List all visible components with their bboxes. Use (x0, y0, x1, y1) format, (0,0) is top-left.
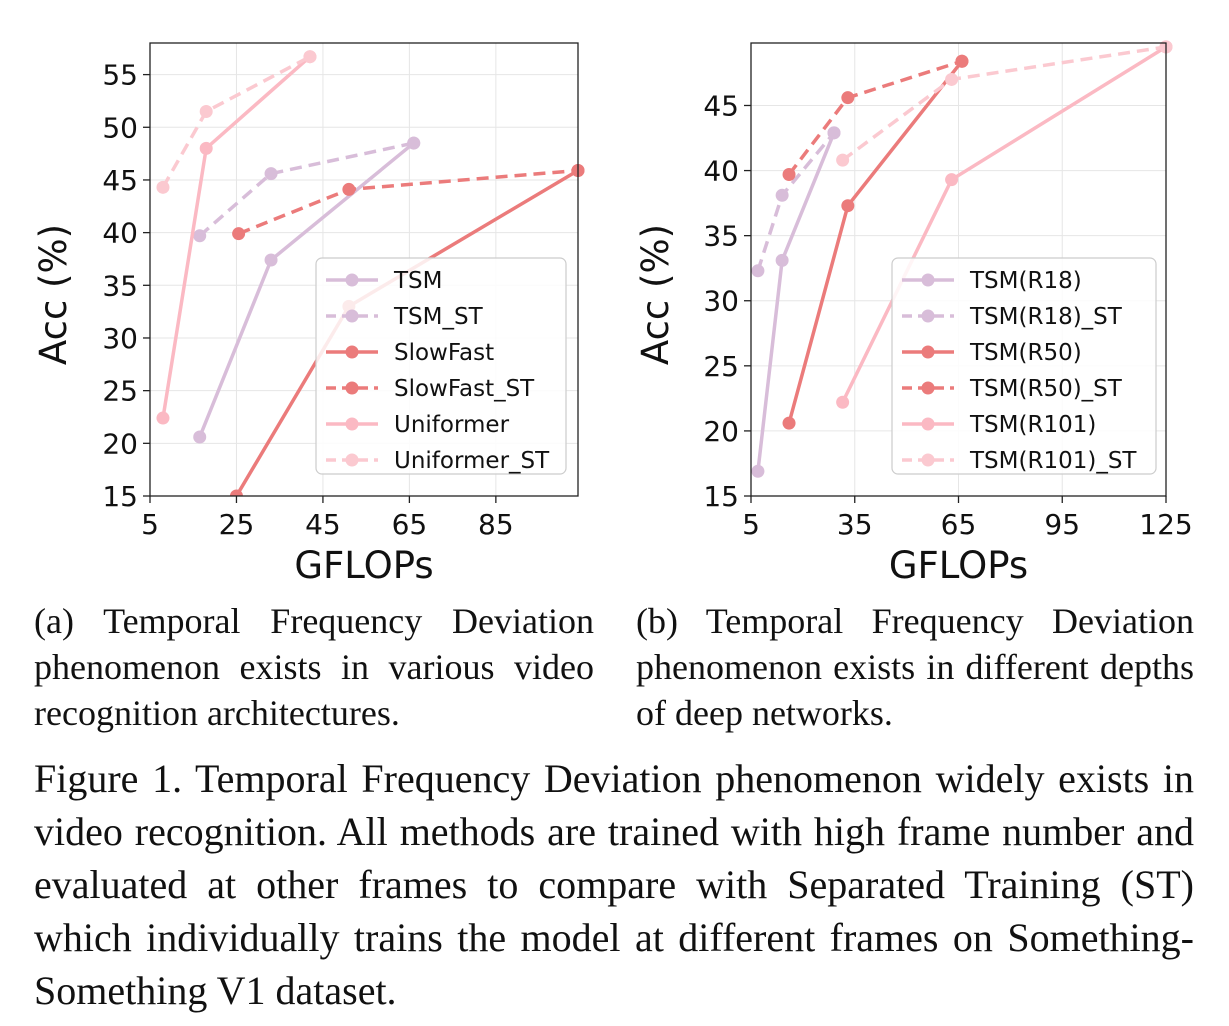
x-tick-label: 35 (837, 508, 873, 541)
x-axis-label: GFLOPs (294, 544, 433, 587)
y-axis-label: Acc (%) (32, 224, 75, 365)
legend-box (315, 257, 567, 475)
legend-marker (921, 417, 935, 431)
y-tick-label: 35 (703, 220, 739, 253)
y-tick-label: 45 (102, 164, 138, 197)
y-tick-label: 45 (703, 89, 739, 122)
plot-frame (149, 42, 579, 497)
legend-marker (345, 381, 359, 395)
x-tick-label: 5 (742, 508, 760, 541)
series-line (756, 131, 836, 272)
data-point (945, 173, 959, 187)
y-tick-label: 55 (102, 59, 138, 92)
data-point (945, 72, 959, 86)
x-tick-label: 5 (141, 508, 159, 541)
legend-marker (345, 453, 359, 467)
data-point (232, 227, 246, 241)
data-point (775, 253, 789, 267)
x-tick-label: 45 (305, 508, 341, 541)
y-tick-label: 15 (703, 480, 739, 513)
legend-label: TSM(R50)_ST (969, 376, 1123, 402)
data-point (841, 199, 855, 213)
x-tick-label: 95 (1044, 508, 1080, 541)
data-point (827, 126, 841, 140)
data-point (836, 395, 850, 409)
data-point (193, 229, 207, 243)
data-point (264, 167, 278, 181)
x-tick-label: 65 (392, 508, 428, 541)
legend-marker (345, 417, 359, 431)
data-point (955, 54, 969, 68)
subcaption-b: (b) Temporal Frequency Deviation phenome… (636, 601, 1194, 733)
data-point (264, 253, 278, 267)
legend-marker (921, 453, 935, 467)
legend-marker (345, 273, 359, 287)
y-tick-label: 40 (102, 217, 138, 250)
y-tick-label: 50 (102, 111, 138, 144)
y-axis-label: Acc (%) (634, 224, 677, 365)
legend-box (891, 257, 1157, 475)
series-line (787, 59, 963, 176)
legend-marker (921, 309, 935, 323)
y-tick-label: 30 (703, 285, 739, 318)
data-point (782, 416, 796, 430)
x-tick-label: 125 (1139, 508, 1192, 541)
chart-panel-b: 5 35 65 95 125 15 20 25 30 35 40 45 GFLOPs Acc (%) TSM… (634, 40, 1193, 587)
data-point (229, 489, 243, 496)
legend-label: TSM (393, 268, 443, 294)
y-tick-label: 40 (703, 155, 739, 188)
data-point (156, 411, 170, 425)
y-tick-label: 30 (102, 322, 138, 355)
legend-label: SlowFast_ST (394, 376, 535, 402)
y-tick-label: 25 (703, 350, 739, 383)
x-tick-label: 25 (219, 508, 255, 541)
subcaption-a: (a) Temporal Frequency Deviation phenome… (34, 601, 594, 733)
data-point (156, 180, 170, 194)
data-point (775, 188, 789, 202)
data-point (407, 136, 421, 150)
data-point (342, 182, 356, 196)
legend-label: Uniformer_ST (394, 448, 550, 474)
data-point (751, 464, 765, 478)
x-axis-label: GFLOPs (889, 544, 1028, 587)
legend-label: TSM(R101) (969, 412, 1096, 438)
y-tick-label: 20 (102, 427, 138, 460)
data-point (751, 264, 765, 278)
chart-panel-a: 5 25 45 65 85 15 20 25 30 35 40 45 50 55 GFLOPs Acc (%)… (32, 42, 585, 587)
data-point (841, 91, 855, 105)
legend-label: Uniformer (394, 412, 510, 438)
series-group (156, 50, 585, 496)
legend-label: TSM_ST (393, 304, 484, 330)
legend-marker (345, 345, 359, 359)
x-tick-label: 85 (478, 508, 514, 541)
legend-marker (921, 345, 935, 359)
legend-marker (921, 273, 935, 287)
legend-label: TSM(R18) (969, 268, 1082, 294)
data-point (836, 153, 850, 167)
y-tick-label: 35 (102, 269, 138, 302)
legend-label: TSM(R18)_ST (969, 304, 1123, 330)
data-point (199, 104, 213, 118)
series-line (198, 141, 415, 238)
y-tick-label: 25 (102, 375, 138, 408)
legend-marker (921, 381, 935, 395)
series-line (841, 45, 1167, 162)
y-tick-label: 20 (703, 415, 739, 448)
data-point (199, 141, 213, 155)
series-group (751, 40, 1173, 478)
figure-caption: Figure 1. Temporal Frequency Deviation p… (34, 756, 1194, 1013)
y-tick-label: 15 (102, 480, 138, 513)
data-point (303, 50, 317, 64)
x-tick-label: 65 (941, 508, 977, 541)
legend-marker (345, 309, 359, 323)
data-point (782, 167, 796, 181)
legend-label: SlowFast (394, 340, 494, 366)
legend-label: TSM(R101)_ST (969, 448, 1137, 474)
legend-label: TSM(R50) (969, 340, 1082, 366)
data-point (193, 430, 207, 444)
